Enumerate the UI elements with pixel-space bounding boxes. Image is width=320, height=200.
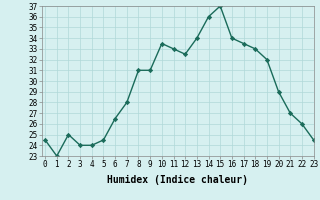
X-axis label: Humidex (Indice chaleur): Humidex (Indice chaleur) bbox=[107, 175, 248, 185]
